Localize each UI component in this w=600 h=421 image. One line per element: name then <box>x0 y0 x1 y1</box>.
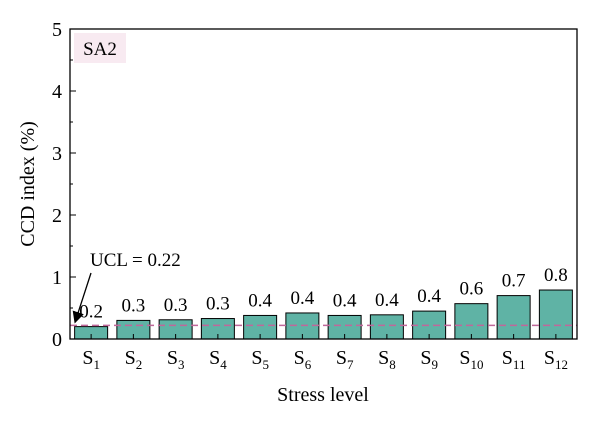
ucl-label: UCL = 0.22 <box>90 250 181 271</box>
x-tick-label-s10: S10 <box>459 347 483 372</box>
x-tick-label-s11: S11 <box>502 347 526 372</box>
x-tick-label-s8: S8 <box>378 347 396 372</box>
data-label-s9: 0.4 <box>417 286 441 307</box>
data-label-s8: 0.4 <box>375 290 399 311</box>
y-tick-label: 1 <box>52 267 62 289</box>
ucl-arrow <box>72 272 92 324</box>
x-tick-label-s5: S5 <box>251 347 269 372</box>
x-tick-label-s3: S3 <box>167 347 185 372</box>
y-axis-title: CCD index (%) <box>17 121 39 247</box>
data-label-s4: 0.3 <box>206 294 230 315</box>
bars <box>74 289 573 340</box>
bar-s10 <box>454 303 489 340</box>
data-labels: 0.2 0.3 0.3 0.3 0.4 0.4 0.4 0.4 0.4 0.6 0.7 0.8 <box>79 265 568 323</box>
x-tick-label-s9: S9 <box>420 347 438 372</box>
data-label-s1: 0.2 <box>79 302 103 323</box>
y-tick-label: 5 <box>52 19 62 41</box>
y-axis: 0 1 2 3 4 5 <box>52 19 76 351</box>
y-tick-label: 2 <box>52 205 62 227</box>
data-label-s5: 0.4 <box>248 290 272 311</box>
data-label-s7: 0.4 <box>333 290 357 311</box>
data-label-s6: 0.4 <box>291 288 315 309</box>
data-label-s2: 0.3 <box>122 295 146 316</box>
x-tick-label-s4: S4 <box>209 347 227 372</box>
y-tick-label: 4 <box>52 81 62 103</box>
plot-frame <box>69 28 578 340</box>
bar-s11 <box>496 295 531 340</box>
x-tick-label-s7: S7 <box>336 347 354 372</box>
bar-s12 <box>538 289 573 340</box>
data-label-s11: 0.7 <box>502 271 526 292</box>
x-tick-label-s1: S1 <box>82 347 100 372</box>
x-axis: S1 S2 S3 S4 S5 S6 S7 S8 S9 S10 S11 S12 <box>82 334 568 372</box>
panel-label-box: SA2 <box>74 33 126 63</box>
panel-label-bg <box>74 33 126 63</box>
y-tick-label: 0 <box>52 329 62 351</box>
y-tick-label: 3 <box>52 143 62 165</box>
data-label-s12: 0.8 <box>544 265 568 286</box>
x-tick-label-s2: S2 <box>125 347 143 372</box>
x-tick-label-s6: S6 <box>294 347 312 372</box>
panel-label: SA2 <box>83 39 117 60</box>
x-axis-title: Stress level <box>277 384 369 406</box>
ucl-group: UCL = 0.22 <box>70 250 577 327</box>
data-label-s3: 0.3 <box>164 295 188 316</box>
x-tick-label-s12: S12 <box>544 347 568 372</box>
data-label-s10: 0.6 <box>460 279 484 300</box>
